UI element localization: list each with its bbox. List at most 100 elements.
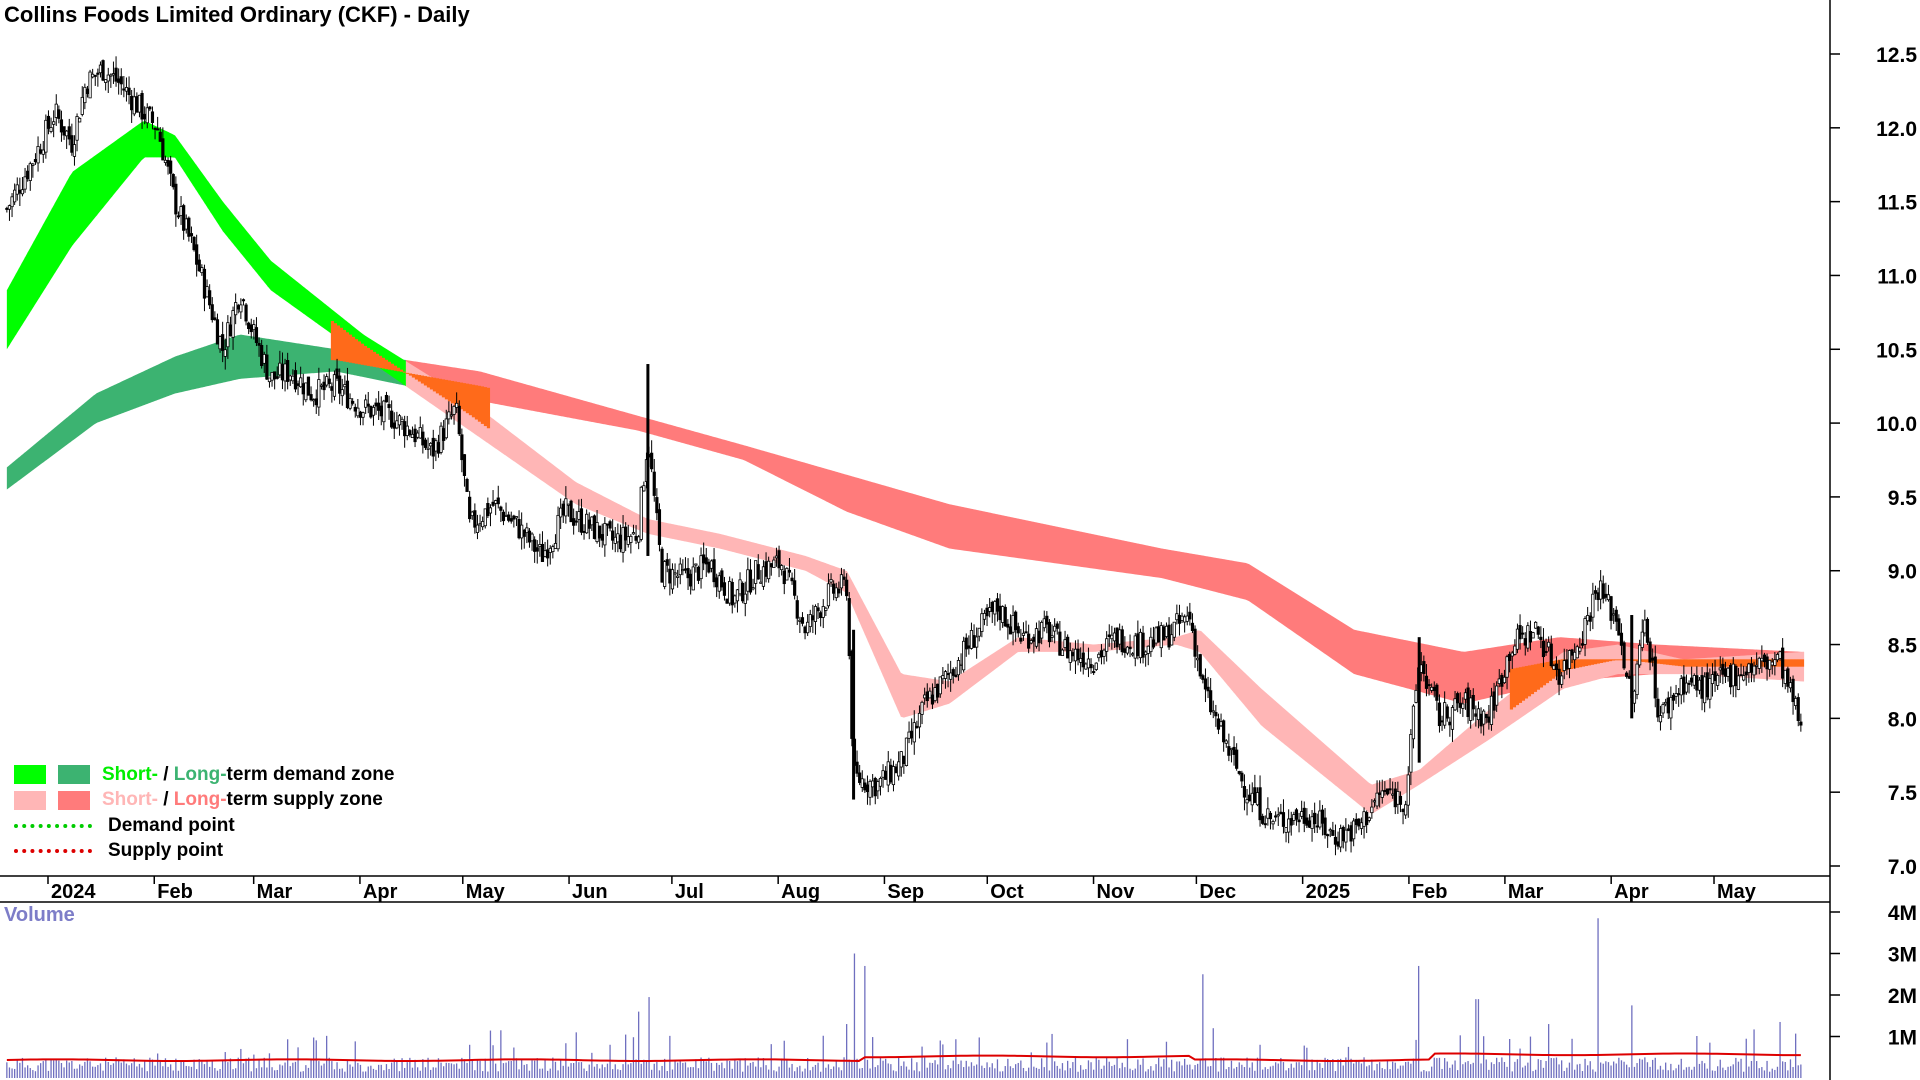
short-term-band-slice [309, 291, 314, 321]
candle-body [1510, 652, 1514, 657]
long-term-band-slice [915, 494, 920, 538]
candle-body [1024, 631, 1028, 634]
short-term-band-slice [1503, 695, 1508, 730]
short-term-band-slice [555, 466, 560, 493]
candle-body [639, 486, 643, 540]
short-term-band-slice [1224, 653, 1229, 686]
long-term-band-slice [57, 422, 62, 452]
long-term-band-slice [867, 480, 872, 521]
long-term-band-slice [210, 343, 215, 386]
candle-body [1274, 815, 1278, 818]
candle-body [39, 149, 43, 154]
long-term-band-slice [192, 349, 197, 390]
crossover-band-slice [1785, 659, 1790, 667]
candle-body [548, 547, 552, 553]
candle-body [878, 777, 883, 787]
candle-body [1258, 787, 1262, 821]
candle-body [912, 722, 916, 743]
short-term-band-slice [270, 260, 275, 293]
candle-body [774, 555, 779, 559]
long-term-band-slice [1110, 537, 1115, 572]
candle-body [842, 576, 846, 580]
long-term-band-slice [501, 377, 506, 406]
long-term-band-slice [1026, 520, 1031, 560]
candle-body [397, 415, 402, 426]
long-term-band-slice [189, 350, 194, 391]
short-term-band-slice [1656, 653, 1661, 675]
candle-body [915, 725, 919, 729]
candle-body [273, 371, 277, 380]
long-term-band-slice [870, 481, 875, 522]
candle-body [920, 701, 924, 715]
candle-body [1294, 809, 1299, 820]
candle-body [1175, 613, 1179, 621]
short-term-band-slice [1467, 725, 1472, 754]
candle-body [949, 672, 953, 680]
legend-supply-sep: / [157, 789, 174, 811]
long-term-band-slice [84, 400, 89, 432]
short-term-band-slice [111, 141, 116, 197]
crossover-band-slice [1593, 659, 1598, 665]
candle-body [1528, 631, 1533, 643]
candle-body [514, 516, 519, 519]
candle-body [392, 422, 396, 429]
candle-body [603, 523, 607, 546]
long-term-band-slice [999, 514, 1004, 557]
long-term-band-slice [1032, 521, 1037, 561]
candle-body [1700, 675, 1704, 699]
long-term-band-slice [771, 453, 776, 476]
legend-supply-short: Short- [102, 789, 158, 811]
long-term-band-slice [615, 409, 620, 427]
candle-body [1060, 649, 1065, 656]
candle-body [369, 405, 373, 418]
candle-body [1534, 621, 1538, 629]
candle-body [1383, 789, 1387, 792]
crossover-band-slice [1608, 659, 1613, 662]
candle-body [231, 310, 235, 338]
candle-body [832, 583, 836, 594]
candle-body [1362, 811, 1366, 827]
candle-body [712, 559, 716, 583]
short-term-band-slice [600, 494, 605, 516]
short-term-band-slice [489, 416, 494, 447]
candle-body [585, 513, 589, 534]
short-term-band-slice [960, 672, 965, 696]
candle-body [1718, 667, 1722, 671]
candle-body [473, 510, 477, 528]
candle-body [798, 619, 802, 622]
crossover-band-slice [1782, 659, 1787, 667]
crossover-band-slice [1614, 659, 1619, 661]
long-term-band-slice [255, 336, 260, 378]
long-term-band-slice [549, 391, 554, 415]
long-term-band-slice [1251, 565, 1256, 606]
candle-body [335, 368, 339, 379]
long-term-band-slice [705, 434, 710, 451]
candle-body [803, 626, 807, 634]
short-term-band-slice [234, 216, 239, 250]
short-term-band-slice [321, 301, 326, 330]
candle-body [1284, 827, 1288, 833]
candle-body [811, 615, 815, 621]
short-term-band-slice [1356, 772, 1361, 806]
long-term-band-slice [324, 347, 329, 373]
short-term-band-slice [741, 539, 746, 556]
short-term-band-slice [726, 535, 731, 552]
candle-body [1557, 668, 1561, 685]
crossover-band-slice [1743, 659, 1748, 667]
long-term-band-slice [1071, 529, 1076, 567]
long-term-band-slice [1014, 517, 1019, 559]
short-term-band-slice [507, 430, 512, 460]
long-term-band-slice [642, 417, 647, 433]
candle-body [1198, 654, 1202, 677]
candle-body [189, 233, 194, 237]
candle-body [1164, 625, 1169, 637]
short-term-band-slice [537, 453, 542, 481]
candle-body [709, 560, 714, 569]
short-term-band-slice [129, 128, 134, 175]
crossover-band-slice [360, 343, 365, 365]
crossover-band-slice [1545, 661, 1550, 684]
candle-body [1773, 659, 1777, 666]
crossover-band-slice [444, 379, 449, 400]
short-term-band-slice [285, 272, 290, 304]
short-term-band-slice [1449, 740, 1454, 765]
